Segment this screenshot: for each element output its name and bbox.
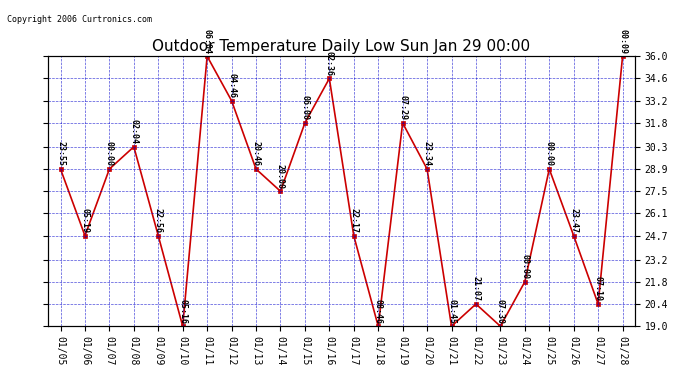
Text: 00:00: 00:00 [520,254,529,279]
Text: 20:46: 20:46 [252,141,261,166]
Text: 23:55: 23:55 [56,141,65,166]
Text: Copyright 2006 Curtronics.com: Copyright 2006 Curtronics.com [7,15,152,24]
Text: 05:19: 05:19 [81,208,90,233]
Text: 06:00: 06:00 [300,95,309,120]
Text: 00:00: 00:00 [105,141,114,166]
Text: 02:36: 02:36 [325,51,334,76]
Text: 23:47: 23:47 [569,208,578,233]
Title: Outdoor Temperature Daily Low Sun Jan 29 00:00: Outdoor Temperature Daily Low Sun Jan 29… [152,39,531,54]
Text: 07:29: 07:29 [398,95,407,120]
Text: 21:07: 21:07 [471,276,480,302]
Text: 22:17: 22:17 [349,208,358,233]
Text: 07:10: 07:10 [593,276,602,302]
Text: 05:16: 05:16 [178,298,187,324]
Text: 04:46: 04:46 [227,73,236,98]
Text: 07:30: 07:30 [496,298,505,324]
Text: 20:00: 20:00 [276,164,285,189]
Text: 00:09: 00:09 [618,28,627,54]
Text: 23:34: 23:34 [422,141,431,166]
Text: 01:45: 01:45 [447,298,456,324]
Text: 08:46: 08:46 [374,298,383,324]
Text: 06:04: 06:04 [203,28,212,54]
Text: 02:04: 02:04 [129,119,138,144]
Text: 22:56: 22:56 [154,208,163,233]
Text: 00:00: 00:00 [545,141,554,166]
